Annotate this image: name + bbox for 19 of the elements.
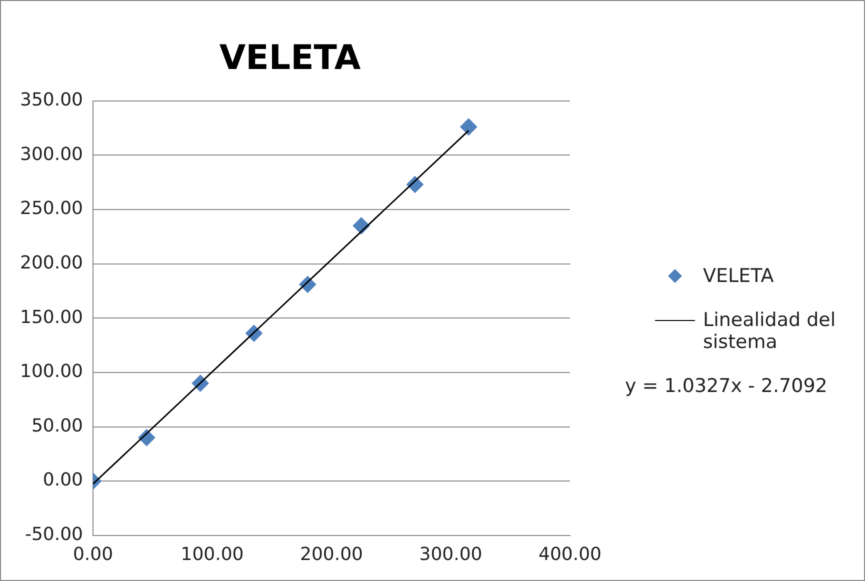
y-tick-label: 350.00 xyxy=(20,89,83,110)
y-tick-label: 250.00 xyxy=(20,198,83,220)
y-tick-label: 200.00 xyxy=(20,252,83,274)
x-tick-label: 400.00 xyxy=(538,544,602,565)
x-tick-label: 0.00 xyxy=(72,544,114,565)
legend-label: Linealidad del sistema xyxy=(703,309,837,353)
legend-label: VELETA xyxy=(703,265,774,287)
y-tick-label: -50.00 xyxy=(24,524,83,546)
x-tick-label: 200.00 xyxy=(300,544,363,565)
point xyxy=(460,118,478,136)
chart-title: VELETA xyxy=(219,38,362,78)
x-tick-label: 300.00 xyxy=(419,544,482,565)
y-tick-label: 150.00 xyxy=(20,306,83,328)
x-tick-label: 100.00 xyxy=(180,544,244,565)
y-tick-label: 0.00 xyxy=(42,470,83,491)
y-tick-label: 50.00 xyxy=(31,415,83,436)
y-tick-label: 100.00 xyxy=(20,361,83,382)
text: y = 1.0327x - 2.7092 xyxy=(625,375,828,397)
y-tick-label: 300.00 xyxy=(20,144,83,165)
